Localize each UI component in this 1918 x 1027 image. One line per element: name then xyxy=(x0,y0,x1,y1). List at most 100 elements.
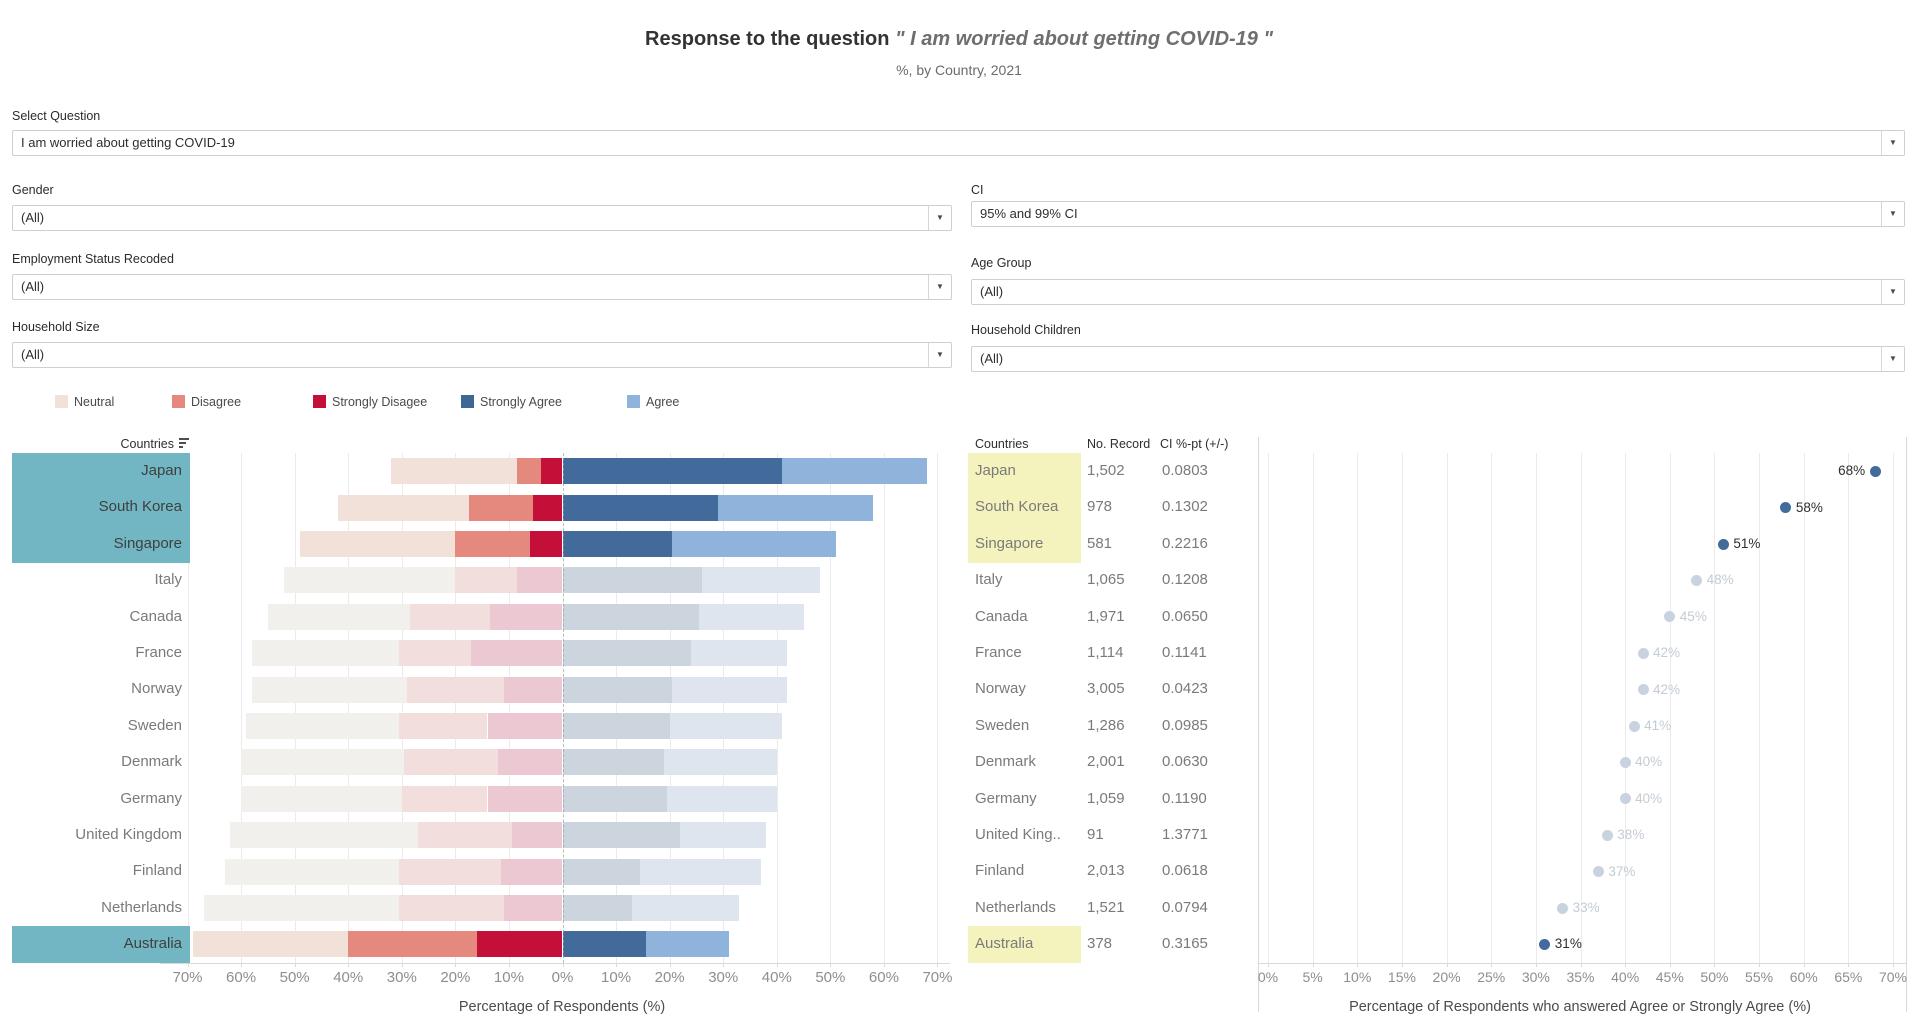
data-point-dot[interactable] xyxy=(1539,938,1551,950)
table-cell-no-record[interactable]: 91 xyxy=(1087,826,1104,843)
table-cell-ci[interactable]: 0.0803 xyxy=(1162,462,1208,479)
table-cell-ci[interactable]: 0.0618 xyxy=(1162,862,1208,880)
chevron-down-icon[interactable]: ▼ xyxy=(1881,280,1904,304)
country-axis-label[interactable]: Australia xyxy=(123,935,182,953)
country-axis-label[interactable]: Germany xyxy=(120,789,182,807)
gender-dropdown[interactable]: (All) ▼ xyxy=(12,205,952,231)
bar-segment-agree[interactable] xyxy=(669,713,783,739)
bar-segment-strongly-agree[interactable] xyxy=(562,858,641,885)
data-point-dot[interactable] xyxy=(1869,465,1881,477)
country-axis-label[interactable]: Sweden xyxy=(127,716,182,734)
country-axis-label[interactable]: Italy xyxy=(154,571,182,589)
bar-segment-neutral[interactable] xyxy=(267,603,410,630)
country-axis-label[interactable]: Netherlands xyxy=(101,898,182,916)
country-axis-label[interactable]: United Kingdom xyxy=(75,826,182,843)
bar-segment-strongly-agree[interactable] xyxy=(562,822,681,849)
bar-segment-neutral[interactable] xyxy=(230,822,418,849)
table-cell-ci[interactable]: 0.1302 xyxy=(1162,498,1208,516)
bar-segment-agree[interactable] xyxy=(645,931,729,958)
bar-segment-agree[interactable] xyxy=(717,494,874,521)
chevron-down-icon[interactable]: ▼ xyxy=(928,343,951,367)
table-cell-ci[interactable]: 0.0423 xyxy=(1162,680,1208,698)
chevron-down-icon[interactable]: ▼ xyxy=(928,206,951,230)
data-point-dot[interactable] xyxy=(1601,829,1613,841)
bar-segment-disagree[interactable] xyxy=(407,676,504,703)
table-cell-country[interactable]: Finland xyxy=(975,862,1025,880)
table-cell-no-record[interactable]: 1,521 xyxy=(1087,898,1125,916)
bar-segment-strongly-agree[interactable] xyxy=(562,676,673,703)
bar-segment-neutral[interactable] xyxy=(251,676,408,703)
bar-segment-strongly-agree[interactable] xyxy=(562,531,673,557)
country-axis-label[interactable]: South Korea xyxy=(98,498,182,516)
bar-segment-disagree[interactable] xyxy=(399,895,504,921)
table-cell-ci[interactable]: 0.1190 xyxy=(1162,789,1207,807)
bar-segment-neutral[interactable] xyxy=(246,713,400,739)
data-point-dot[interactable] xyxy=(1691,574,1703,586)
bar-segment-strongly-disagee[interactable] xyxy=(511,822,563,849)
bar-segment-strongly-disagee[interactable] xyxy=(487,713,563,739)
data-point-dot[interactable] xyxy=(1780,502,1792,514)
table-cell-country[interactable]: Netherlands xyxy=(975,898,1056,916)
bar-segment-strongly-disagee[interactable] xyxy=(533,494,563,521)
bar-segment-agree[interactable] xyxy=(699,603,804,630)
bar-segment-strongly-agree[interactable] xyxy=(562,749,665,776)
country-axis-label[interactable]: Norway xyxy=(131,680,182,698)
table-cell-no-record[interactable]: 581 xyxy=(1087,534,1113,552)
data-point-dot[interactable] xyxy=(1637,647,1649,659)
data-point-dot[interactable] xyxy=(1637,684,1649,696)
table-cell-country[interactable]: United King.. xyxy=(975,826,1061,843)
bar-segment-neutral[interactable] xyxy=(203,895,400,921)
bar-segment-strongly-disagee[interactable] xyxy=(476,931,563,958)
bar-segment-strongly-disagee[interactable] xyxy=(541,458,563,485)
country-axis-label[interactable]: Canada xyxy=(129,607,182,625)
bar-segment-agree[interactable] xyxy=(680,822,767,849)
bar-segment-neutral[interactable] xyxy=(283,567,456,594)
bar-segment-disagree[interactable] xyxy=(348,931,477,958)
table-cell-no-record[interactable]: 1,065 xyxy=(1087,571,1125,589)
country-axis-label[interactable]: Singapore xyxy=(113,534,182,552)
bar-segment-neutral[interactable] xyxy=(300,531,456,557)
country-axis-label[interactable]: France xyxy=(135,644,182,661)
bar-segment-neutral[interactable] xyxy=(391,458,517,485)
bar-segment-strongly-disagee[interactable] xyxy=(498,749,563,776)
table-cell-country[interactable]: Singapore xyxy=(975,534,1044,552)
table-cell-country[interactable]: Japan xyxy=(975,462,1016,479)
sort-icon[interactable] xyxy=(179,437,190,451)
bar-segment-strongly-disagee[interactable] xyxy=(503,676,563,703)
bar-segment-agree[interactable] xyxy=(782,458,927,485)
bar-segment-agree[interactable] xyxy=(640,858,761,885)
chevron-down-icon[interactable]: ▼ xyxy=(1881,347,1904,371)
bar-segment-neutral[interactable] xyxy=(192,931,349,958)
table-cell-ci[interactable]: 0.0794 xyxy=(1162,898,1208,916)
bar-segment-neutral[interactable] xyxy=(251,640,400,667)
table-cell-ci[interactable]: 0.0985 xyxy=(1162,716,1208,734)
legend-item-strongly-disagree[interactable]: Strongly Disagee xyxy=(313,395,427,409)
table-cell-country[interactable]: Italy xyxy=(975,571,1003,589)
table-cell-country[interactable]: Denmark xyxy=(975,753,1036,771)
household-size-dropdown[interactable]: (All) ▼ xyxy=(12,342,952,368)
table-cell-country[interactable]: South Korea xyxy=(975,498,1059,516)
bar-segment-disagree[interactable] xyxy=(409,603,491,630)
bar-segment-disagree[interactable] xyxy=(455,531,531,557)
bar-segment-agree[interactable] xyxy=(666,785,777,812)
table-cell-ci[interactable]: 0.0630 xyxy=(1162,753,1208,771)
bar-segment-strongly-disagee[interactable] xyxy=(490,603,563,630)
table-cell-ci[interactable]: 0.2216 xyxy=(1162,534,1208,552)
bar-segment-neutral[interactable] xyxy=(241,749,405,776)
bar-segment-strongly-agree[interactable] xyxy=(562,567,702,594)
table-cell-country[interactable]: Norway xyxy=(975,680,1026,698)
legend-item-strongly-agree[interactable]: Strongly Agree xyxy=(461,395,562,409)
legend-item-disagree[interactable]: Disagree xyxy=(172,395,241,409)
table-cell-ci[interactable]: 0.1208 xyxy=(1162,571,1208,589)
country-axis-label[interactable]: Japan xyxy=(141,462,182,479)
table-cell-no-record[interactable]: 378 xyxy=(1087,935,1113,953)
bar-segment-strongly-disagee[interactable] xyxy=(500,858,563,885)
bar-segment-agree[interactable] xyxy=(664,749,777,776)
bar-segment-disagree[interactable] xyxy=(404,749,499,776)
bar-segment-strongly-agree[interactable] xyxy=(562,494,718,521)
bar-segment-strongly-agree[interactable] xyxy=(562,785,667,812)
table-cell-ci[interactable]: 0.0650 xyxy=(1162,607,1208,625)
table-cell-country[interactable]: Australia xyxy=(975,935,1034,953)
table-cell-ci[interactable]: 0.1141 xyxy=(1162,644,1207,661)
bar-segment-disagree[interactable] xyxy=(417,822,512,849)
